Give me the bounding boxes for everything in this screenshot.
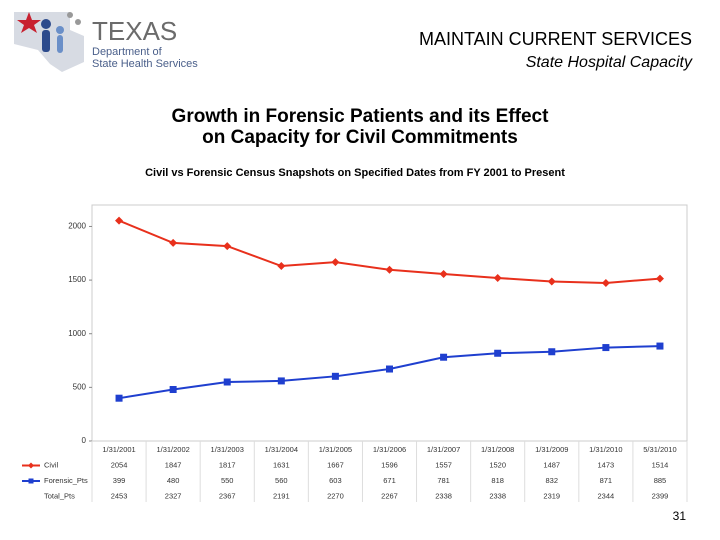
point: [277, 377, 285, 385]
slide-title: on Capacity for Civil Commitments: [202, 127, 518, 148]
table-value: 1514: [652, 460, 669, 469]
point: [331, 372, 339, 380]
x-tick-label: 1/31/2010: [589, 445, 622, 454]
table-value: 2344: [598, 491, 615, 500]
point: [601, 278, 610, 287]
x-tick-label: 1/31/2005: [319, 445, 352, 454]
logo-art: [14, 12, 84, 72]
table-value: 1520: [489, 460, 506, 469]
point: [223, 378, 231, 386]
legend-label: Forensic_Pts: [44, 476, 88, 485]
slide-title: Growth in Forensic Patients and its Effe…: [172, 106, 550, 127]
logo-name: TEXAS: [92, 16, 177, 46]
x-tick-label: 1/31/2007: [427, 445, 460, 454]
table-value: 399: [113, 476, 126, 485]
logo-line: State Health Services: [92, 58, 198, 70]
legend-marker: [28, 462, 34, 469]
table-value: 1847: [165, 460, 182, 469]
table-value: 885: [654, 476, 667, 485]
table-value: 550: [221, 476, 234, 485]
page-number: 31: [673, 509, 687, 523]
table-value: 781: [437, 476, 450, 485]
point: [656, 342, 664, 350]
plot-area: [91, 204, 688, 442]
table-value: 2267: [381, 491, 398, 500]
table-value: 2338: [435, 491, 452, 500]
point: [493, 273, 502, 282]
point: [169, 238, 178, 247]
table-value: 671: [383, 476, 396, 485]
point: [385, 265, 394, 274]
x-tick-label: 5/31/2010: [643, 445, 676, 454]
point: [386, 365, 393, 373]
legend-label: Total_Pts: [44, 491, 75, 500]
point: [655, 274, 664, 283]
table-value: 2399: [652, 491, 669, 500]
y-tick-label: 0: [82, 436, 87, 445]
point: [331, 258, 340, 267]
table-value: 603: [329, 476, 342, 485]
point: [440, 353, 448, 361]
table-value: 2327: [165, 491, 182, 500]
x-tick-label: 1/31/2004: [265, 445, 298, 454]
table-value: 818: [491, 476, 504, 485]
legend-label: Civil: [44, 460, 58, 469]
table-value: 2338: [489, 491, 506, 500]
table-value: 2453: [111, 491, 128, 500]
point: [277, 262, 286, 271]
table-value: 1473: [598, 460, 615, 469]
y-tick-label: 1000: [68, 329, 86, 338]
y-tick-label: 1500: [68, 275, 86, 284]
x-tick-label: 1/31/2003: [211, 445, 244, 454]
x-tick-label: 1/31/2002: [156, 445, 189, 454]
table-value: 2367: [219, 491, 236, 500]
header-title: MAINTAIN CURRENT SERVICES: [419, 29, 692, 49]
table-value: 2319: [543, 491, 560, 500]
table-value: 1631: [273, 460, 290, 469]
point: [548, 348, 556, 356]
table-value: 1817: [219, 460, 236, 469]
x-tick-label: 1/31/2006: [373, 445, 406, 454]
point: [494, 349, 502, 357]
y-tick-label: 2000: [68, 222, 86, 231]
y-tick-label: 500: [73, 382, 87, 391]
table-value: 1667: [327, 460, 344, 469]
table-value: 832: [546, 476, 559, 485]
point: [547, 277, 556, 286]
point: [115, 216, 124, 225]
x-tick-label: 1/31/2008: [481, 445, 514, 454]
table-value: 2054: [111, 460, 128, 469]
point: [602, 344, 610, 352]
x-tick-label: 1/31/2009: [535, 445, 568, 454]
table-value: 2270: [327, 491, 344, 500]
table-value: 1596: [381, 460, 398, 469]
table-value: 2191: [273, 491, 290, 500]
point: [169, 386, 177, 394]
table-value: 871: [600, 476, 613, 485]
point: [223, 242, 232, 251]
point: [439, 269, 448, 278]
point: [115, 394, 123, 402]
x-tick-label: 1/31/2001: [102, 445, 135, 454]
legend-marker: [28, 478, 34, 484]
chart-title: Civil vs Forensic Census Snapshots on Sp…: [145, 167, 565, 179]
table-value: 480: [167, 476, 180, 485]
table-value: 1557: [435, 460, 452, 469]
table-value: 1487: [543, 460, 560, 469]
header-subtitle: State Hospital Capacity: [526, 54, 693, 71]
logo-line: Department of: [92, 46, 163, 58]
table-value: 560: [275, 476, 288, 485]
